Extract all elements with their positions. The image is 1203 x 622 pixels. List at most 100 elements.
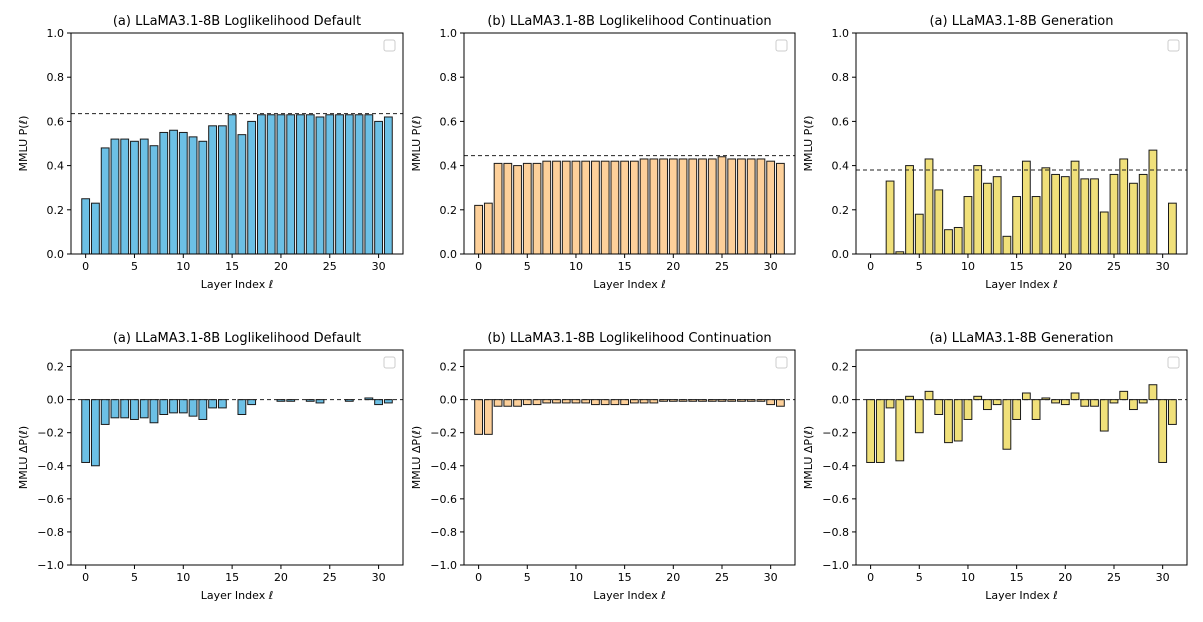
chart-panel-continuation: 0.0 0.2 0.4 0.6 0.8 1.0 0 5 10 15 20 25 30 (b) LLaMA3… xyxy=(410,14,796,291)
y-tick-label: −1.0 xyxy=(37,559,64,572)
chart-title: (a) LLaMA3.1-8B Generation xyxy=(929,14,1113,29)
x-tick-label: 30 xyxy=(764,260,778,273)
bar xyxy=(100,147,110,255)
bar xyxy=(983,399,992,411)
x-tick-label: 0 xyxy=(867,260,874,273)
bar xyxy=(91,202,100,255)
bar xyxy=(178,399,188,414)
y-tick-label: −0.8 xyxy=(822,526,849,539)
bar xyxy=(963,196,973,255)
bar xyxy=(1158,399,1168,463)
bar xyxy=(1148,384,1158,401)
bar xyxy=(1129,399,1138,411)
bar xyxy=(914,399,924,434)
bar xyxy=(130,399,139,420)
y-tick-label: 1.0 xyxy=(47,27,65,40)
bar xyxy=(571,399,581,404)
bar xyxy=(1090,399,1099,407)
bar xyxy=(905,395,914,401)
x-tick-label: 20 xyxy=(666,260,680,273)
bar xyxy=(198,140,208,255)
x-tick-label: 5 xyxy=(916,571,923,584)
y-tick-label: −0.2 xyxy=(822,427,849,440)
x-tick-label: 10 xyxy=(176,571,190,584)
chart-title: (a) LLaMA3.1-8B Loglikelihood Default xyxy=(113,331,361,346)
y-tick-label: 0.4 xyxy=(47,160,65,173)
bar xyxy=(120,138,130,255)
bar xyxy=(866,399,876,463)
bar xyxy=(1002,235,1012,255)
bar xyxy=(542,399,552,404)
bar xyxy=(276,399,286,402)
bar xyxy=(776,399,785,407)
bar xyxy=(1168,399,1177,425)
bar xyxy=(746,158,756,255)
y-tick-label: −0.6 xyxy=(822,493,849,506)
axes-frame xyxy=(855,32,1188,255)
bar xyxy=(1012,196,1022,255)
bar xyxy=(688,399,698,402)
x-tick-label: 20 xyxy=(274,571,288,584)
bar xyxy=(629,160,639,255)
chart-title: (a) LLaMA3.1-8B Loglikelihood Default xyxy=(113,14,361,29)
bar xyxy=(247,120,257,255)
y-tick-label: 0.2 xyxy=(440,204,458,217)
bar xyxy=(992,176,1002,255)
bar xyxy=(934,189,944,255)
bar xyxy=(542,160,552,255)
bar xyxy=(110,399,120,419)
legend-box xyxy=(1167,356,1180,369)
x-tick-label: 25 xyxy=(715,571,729,584)
x-axis-label: Layer Index ℓ xyxy=(985,589,1058,602)
bar xyxy=(717,156,727,255)
y-tick-label: 0.0 xyxy=(440,394,458,407)
y-tick-label: 0.2 xyxy=(47,204,65,217)
y-tick-label: 1.0 xyxy=(440,27,458,40)
bar xyxy=(120,399,130,419)
axes-frame xyxy=(70,32,404,255)
bar xyxy=(1021,160,1031,255)
y-tick-label: 0.8 xyxy=(440,71,458,84)
bar xyxy=(1148,149,1158,255)
y-axis-label: MMLU P(ℓ) xyxy=(17,116,30,172)
x-tick-label: 30 xyxy=(1156,260,1170,273)
bar xyxy=(953,399,963,442)
bar xyxy=(296,114,305,255)
y-tick-label: −1.0 xyxy=(822,559,849,572)
x-tick-label: 15 xyxy=(225,260,239,273)
bar xyxy=(217,125,227,255)
bar xyxy=(1138,173,1148,255)
y-tick-label: 0.4 xyxy=(832,160,850,173)
x-tick-label: 30 xyxy=(764,571,778,584)
bar xyxy=(344,399,354,402)
bar xyxy=(354,114,364,255)
bar xyxy=(474,204,483,255)
x-tick-label: 0 xyxy=(475,571,482,584)
y-tick-label: 0.0 xyxy=(832,248,850,261)
chart-panel-generation-delta: −1.0 −0.8 −0.6 −0.4 −0.2 0.0 0.2 0 5 10 15 20 25 30 (a… xyxy=(802,331,1188,602)
bar xyxy=(335,114,344,255)
x-tick-label: 10 xyxy=(569,260,583,273)
bar xyxy=(1099,211,1109,255)
y-tick-label: −0.4 xyxy=(37,460,64,473)
bar xyxy=(344,114,354,255)
bar xyxy=(188,399,198,417)
bar xyxy=(139,399,149,419)
bar xyxy=(139,138,149,255)
bar xyxy=(1041,167,1051,255)
x-tick-label: 5 xyxy=(524,260,531,273)
y-tick-label: 0.0 xyxy=(47,248,65,261)
bar xyxy=(81,399,91,463)
y-tick-label: 0.6 xyxy=(47,115,65,128)
bar xyxy=(100,399,110,425)
x-tick-label: 5 xyxy=(524,571,531,584)
x-tick-label: 10 xyxy=(961,260,975,273)
bar xyxy=(737,399,746,402)
bar xyxy=(1099,399,1109,432)
y-axis-label: MMLU ΔP(ℓ) xyxy=(17,426,30,489)
bar xyxy=(374,399,383,406)
y-axis-label: MMLU ΔP(ℓ) xyxy=(802,426,815,489)
bar xyxy=(698,158,707,255)
bar xyxy=(286,114,296,255)
